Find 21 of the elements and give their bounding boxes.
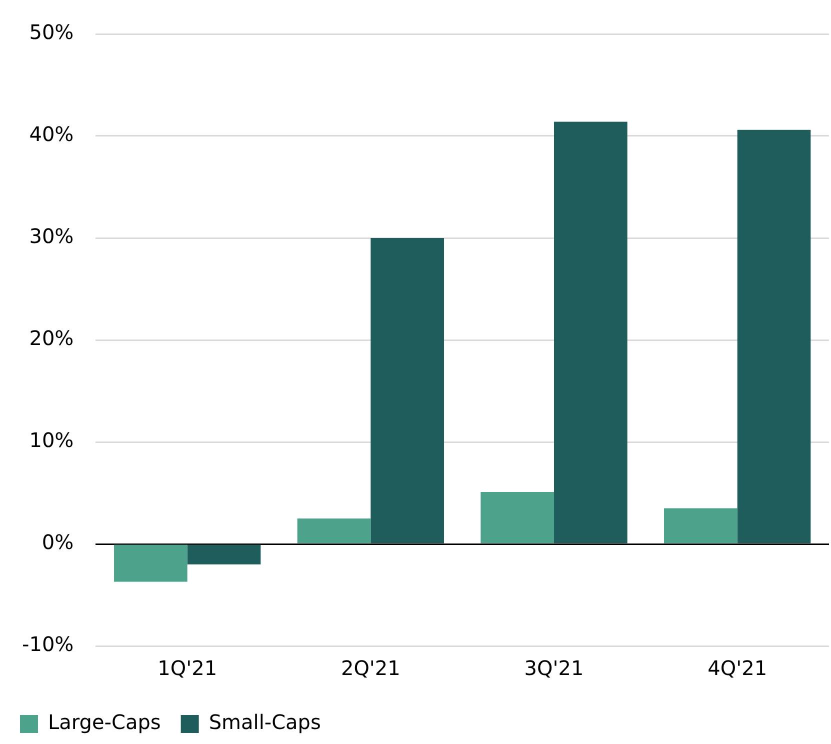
- y-tick-label: 10%: [29, 428, 74, 452]
- y-tick-label: 50%: [29, 20, 74, 44]
- bar: [114, 544, 188, 582]
- x-tick-label: 1Q'21: [158, 656, 218, 680]
- x-tick-label: 4Q'21: [708, 656, 768, 680]
- y-tick-label: 0%: [42, 530, 74, 554]
- bar: [297, 518, 371, 544]
- x-tick-label: 2Q'21: [340, 656, 400, 680]
- y-tick-label: 40%: [29, 122, 74, 146]
- legend-label: Small-Caps: [208, 710, 321, 734]
- y-tick-label: 30%: [29, 224, 74, 248]
- bar: [737, 130, 811, 544]
- legend-label: Large-Caps: [48, 710, 161, 734]
- y-tick-label: -10%: [22, 632, 74, 656]
- bar: [664, 508, 738, 544]
- x-tick-label: 3Q'21: [524, 656, 584, 680]
- bar: [370, 238, 444, 544]
- bar: [187, 544, 261, 564]
- bar: [480, 492, 554, 544]
- bar: [554, 122, 628, 544]
- y-tick-label: 20%: [29, 326, 74, 350]
